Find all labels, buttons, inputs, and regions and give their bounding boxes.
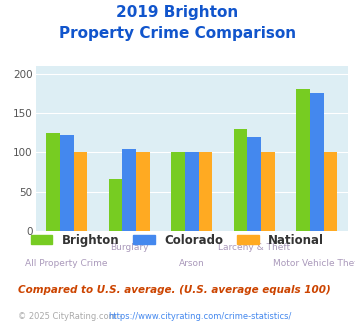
Bar: [296, 89, 310, 231]
Text: All Property Crime: All Property Crime: [26, 259, 108, 268]
Text: Arson: Arson: [179, 259, 204, 268]
Text: https://www.cityrating.com/crime-statistics/: https://www.cityrating.com/crime-statist…: [108, 312, 292, 321]
Bar: [171, 152, 185, 231]
Text: Burglary: Burglary: [110, 243, 148, 251]
Bar: [73, 152, 87, 231]
Bar: [60, 135, 73, 231]
Bar: [234, 129, 247, 231]
Bar: [198, 152, 212, 231]
Bar: [46, 133, 60, 231]
Bar: [122, 149, 136, 231]
Bar: [247, 137, 261, 231]
Legend: Brighton, Colorado, National: Brighton, Colorado, National: [31, 234, 324, 247]
Bar: [261, 152, 275, 231]
Bar: [109, 179, 122, 231]
Text: 2019 Brighton: 2019 Brighton: [116, 5, 239, 20]
Text: Compared to U.S. average. (U.S. average equals 100): Compared to U.S. average. (U.S. average …: [18, 285, 331, 295]
Text: © 2025 CityRating.com -: © 2025 CityRating.com -: [18, 312, 125, 321]
Bar: [323, 152, 337, 231]
Text: Property Crime Comparison: Property Crime Comparison: [59, 26, 296, 41]
Bar: [310, 93, 323, 231]
Bar: [136, 152, 150, 231]
Text: Larceny & Theft: Larceny & Theft: [218, 243, 290, 251]
Bar: [185, 152, 198, 231]
Text: Motor Vehicle Theft: Motor Vehicle Theft: [273, 259, 355, 268]
